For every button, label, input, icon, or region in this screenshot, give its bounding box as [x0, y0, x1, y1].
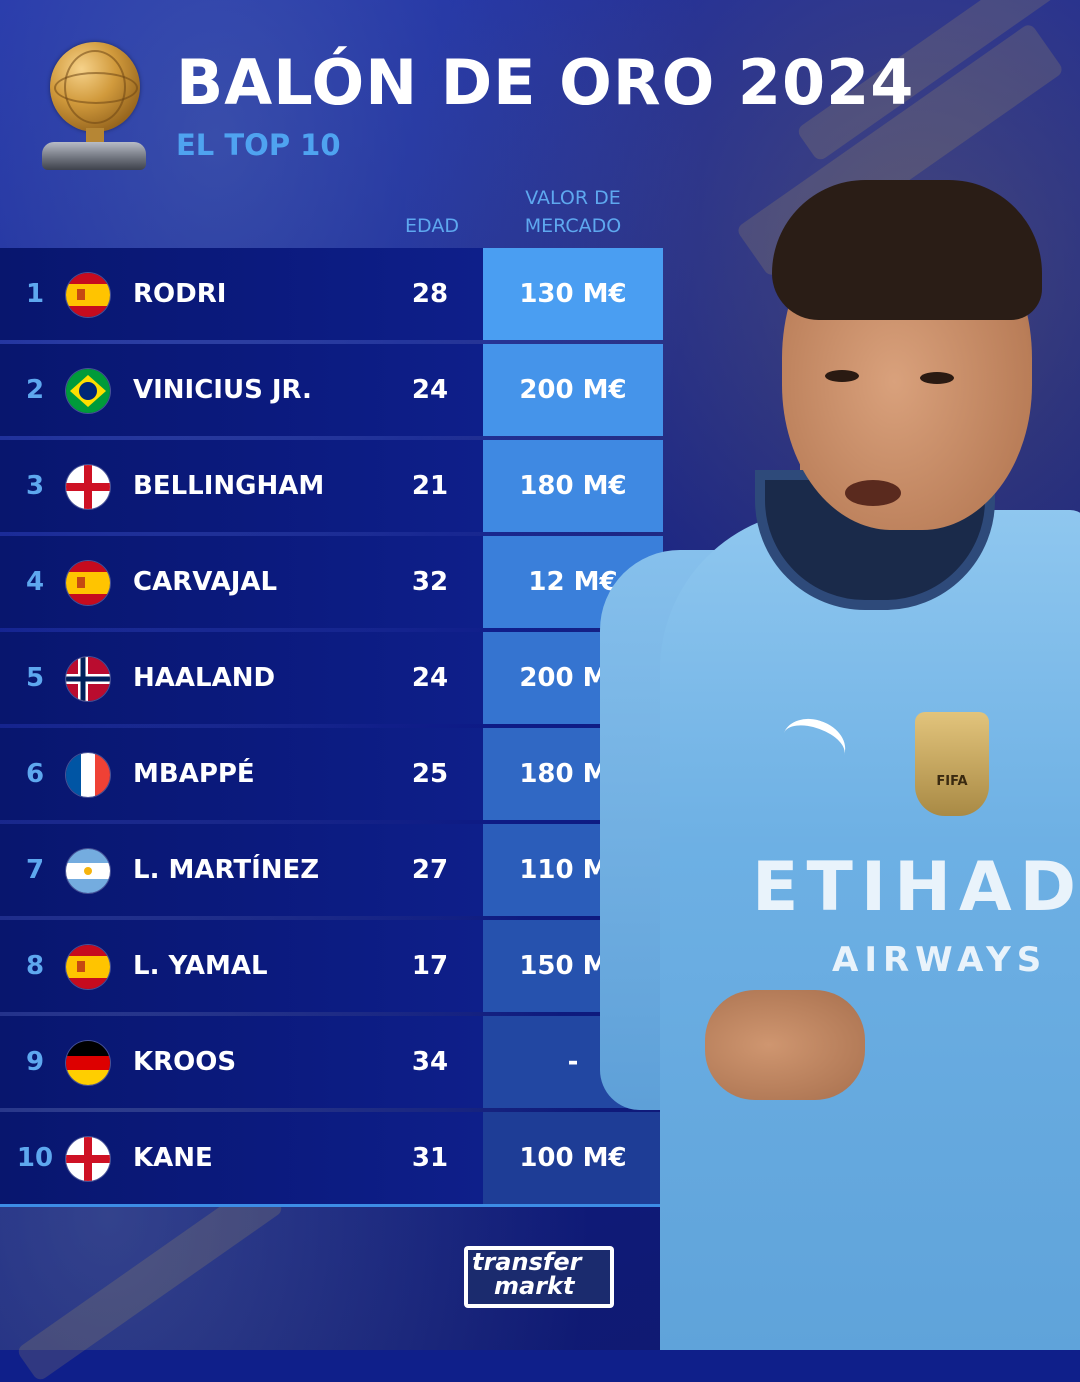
player-jersey: [660, 510, 1080, 1350]
rank-number: 1: [25, 279, 45, 309]
spain-flag-icon: [66, 273, 110, 317]
fifa-champions-badge: FIFA: [915, 712, 989, 816]
market-value: -: [567, 1047, 579, 1077]
logo-text-line2: markt: [494, 1272, 575, 1300]
player-name: HAALAND: [133, 663, 276, 693]
player-age: 34: [411, 1047, 449, 1077]
player-name: MBAPPÉ: [133, 759, 255, 789]
player-eye-left: [825, 370, 859, 382]
market-value: 180 M€: [519, 471, 627, 501]
player-name: L. YAMAL: [133, 951, 268, 981]
trophy-stem: [86, 128, 104, 144]
player-name: VINICIUS JR.: [133, 375, 312, 405]
spain-flag-icon: [66, 945, 110, 989]
player-name: L. MARTÍNEZ: [133, 855, 320, 885]
table-row: 100 M€ 10 KANE 31: [0, 1112, 663, 1204]
brazil-flag-icon: [66, 369, 110, 413]
germany-flag-icon: [66, 1041, 110, 1085]
player-name: CARVAJAL: [133, 567, 278, 597]
market-value-cell: 100 M€: [483, 1112, 663, 1204]
logo-background: [468, 1250, 610, 1304]
player-age: 28: [411, 279, 449, 309]
logo-text-line1: transfer: [472, 1248, 582, 1276]
sponsor-logo-line1: ETIHAD: [752, 848, 1080, 927]
player-age: 27: [411, 855, 449, 885]
rank-number: 4: [25, 567, 45, 597]
table-row: 200 M€ 2 VINICIUS JR. 24: [0, 344, 663, 436]
player-age: 17: [411, 951, 449, 981]
player-name: KROOS: [133, 1047, 237, 1077]
market-value-cell: 130 M€: [483, 248, 663, 340]
norway-flag-icon: [66, 657, 110, 701]
player-age: 31: [411, 1143, 449, 1173]
player-photo: FIFA ETIHAD AIRWAYS: [560, 180, 1080, 1350]
rank-number: 9: [25, 1047, 45, 1077]
column-header-market-value-line1: VALOR DE: [525, 187, 621, 209]
table-row: - 9 KROOS 34: [0, 1016, 663, 1108]
player-age: 24: [411, 375, 449, 405]
table-row: 130 M€ 1 RODRI 28: [0, 248, 663, 340]
spain-flag-icon: [66, 561, 110, 605]
player-name: RODRI: [133, 279, 227, 309]
rank-number: 3: [25, 471, 45, 501]
ballon-dor-trophy-icon: [40, 42, 148, 172]
market-value: 100 M€: [519, 1143, 627, 1173]
player-mouth: [845, 480, 901, 506]
england-flag-icon: [66, 1137, 110, 1181]
rank-number: 10: [16, 1143, 54, 1173]
market-value: 130 M€: [519, 279, 627, 309]
table-bottom-border: [0, 1204, 663, 1207]
column-header-age: EDAD: [405, 215, 459, 237]
player-age: 21: [411, 471, 449, 501]
column-header-market-value: VALOR DE MERCADO: [484, 184, 662, 240]
argentina-flag-icon: [66, 849, 110, 893]
player-name: KANE: [133, 1143, 213, 1173]
player-hand: [705, 990, 865, 1100]
rank-number: 2: [25, 375, 45, 405]
trophy-base: [42, 142, 146, 170]
player-age: 25: [411, 759, 449, 789]
rank-number: 5: [25, 663, 45, 693]
player-age: 32: [411, 567, 449, 597]
trophy-ball: [50, 42, 140, 132]
rank-number: 8: [25, 951, 45, 981]
player-hair: [772, 180, 1042, 320]
sponsor-logo-line2: AIRWAYS: [832, 940, 1048, 980]
column-header-market-value-line2: MERCADO: [524, 215, 622, 237]
player-age: 24: [411, 663, 449, 693]
badge-label: FIFA: [936, 774, 968, 789]
market-value: 12 M€: [528, 567, 618, 597]
france-flag-icon: [66, 753, 110, 797]
page-subtitle: EL TOP 10: [176, 128, 341, 162]
player-name: BELLINGHAM: [133, 471, 325, 501]
table-row: 180 M€ 3 BELLINGHAM 21: [0, 440, 663, 532]
table-row: 12 M€ 4 CARVAJAL 32: [0, 536, 663, 628]
england-flag-icon: [66, 465, 110, 509]
market-value-cell: 200 M€: [483, 344, 663, 436]
market-value: 200 M€: [519, 375, 627, 405]
rank-number: 7: [25, 855, 45, 885]
transfermarkt-logo: transfer markt: [464, 1246, 614, 1308]
market-value-cell: 180 M€: [483, 440, 663, 532]
rank-number: 6: [25, 759, 45, 789]
player-eye-right: [920, 372, 954, 384]
page-title: BALÓN DE ORO 2024: [176, 46, 915, 119]
